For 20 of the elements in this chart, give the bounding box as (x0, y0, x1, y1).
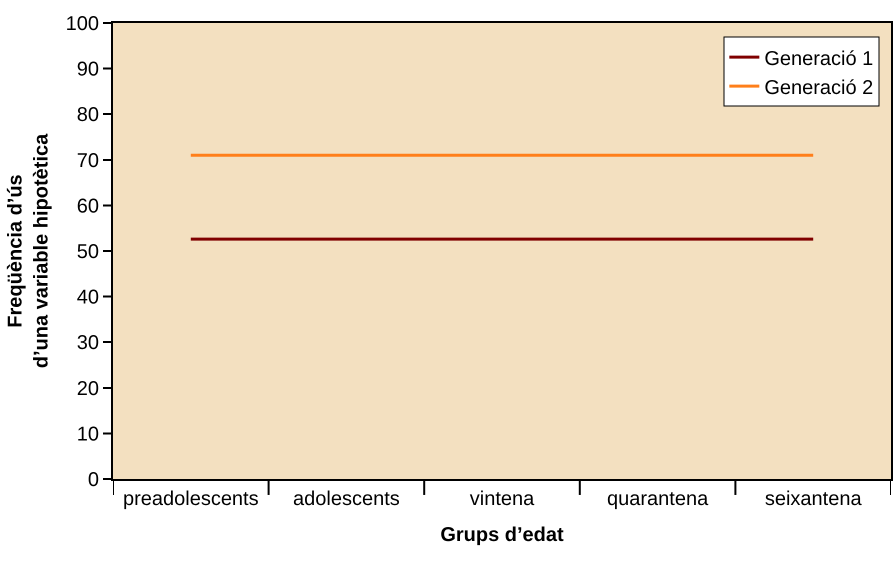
x-tick-label: quarantena (607, 488, 710, 510)
y-tick-label: 70 (76, 150, 99, 172)
legend-label: Generació 1 (764, 48, 874, 70)
x-tick-label: vintena (470, 488, 536, 510)
x-tick-label: preadolescents (122, 488, 259, 510)
x-tick-label: adolescents (293, 488, 400, 510)
y-tick-label: 100 (66, 13, 99, 35)
y-tick-label: 80 (76, 104, 99, 126)
y-tick-label: 50 (76, 241, 99, 263)
x-axis-title: Grups d’edat (440, 524, 564, 546)
y-tick-label: 40 (76, 286, 99, 309)
x-tick-label: seixantena (764, 488, 862, 510)
y-tick-label: 10 (76, 423, 99, 446)
y-tick-label: 60 (76, 195, 99, 218)
y-axis-title: Freqüència d’ús d’una variable hipotètica (4, 132, 53, 368)
y-tick-label: 20 (76, 378, 99, 400)
y-tick-label: 0 (88, 469, 99, 491)
y-tick-label: 30 (76, 332, 99, 354)
legend-label: Generació 2 (764, 76, 874, 99)
y-tick-label: 90 (76, 58, 99, 81)
